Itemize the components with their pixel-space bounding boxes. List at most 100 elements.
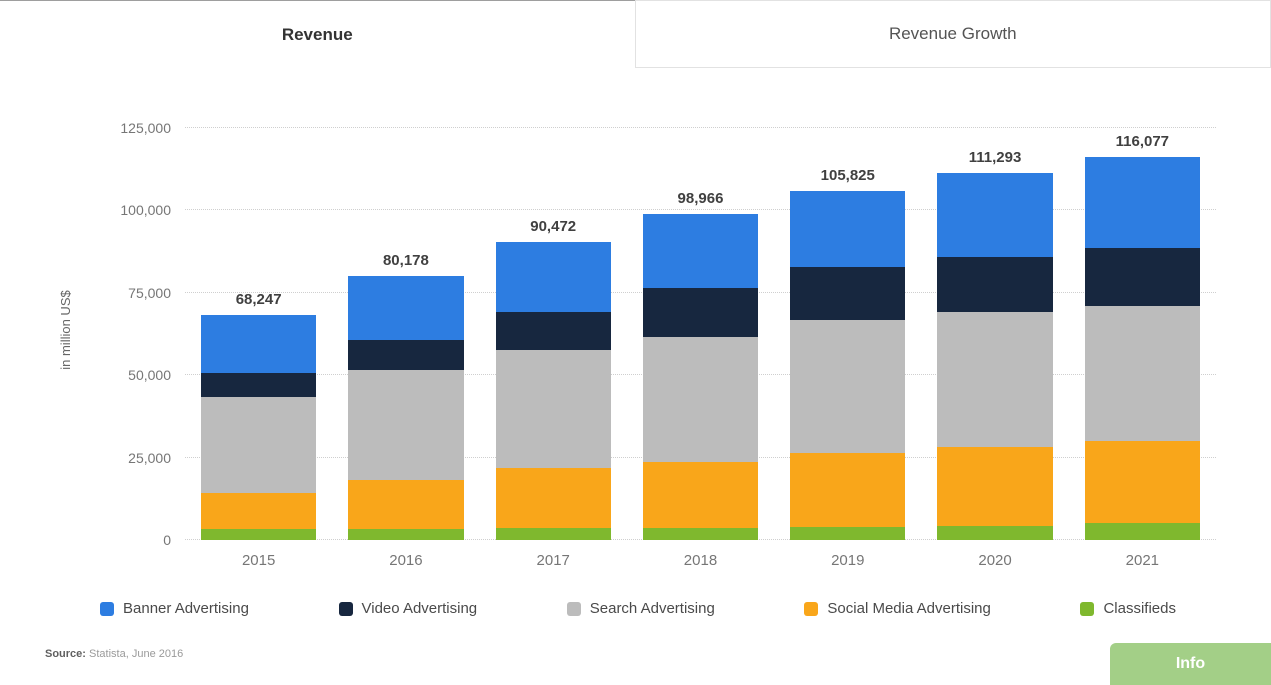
bar-segment-social-media-advertising[interactable] [937, 446, 1053, 526]
info-button[interactable]: Info [1110, 643, 1271, 685]
legend-label: Search Advertising [589, 600, 715, 617]
bar-stack-2020 [937, 128, 1053, 540]
y-tick-label: 125,000 [120, 120, 171, 136]
bar-2016[interactable]: 80,178 [332, 128, 479, 540]
bar-stack-2016 [348, 128, 464, 540]
y-tick-label: 75,000 [128, 284, 171, 301]
bar-segment-social-media-advertising[interactable] [495, 468, 611, 529]
x-tick-label-2019: 2019 [831, 552, 865, 569]
bar-segment-classifieds[interactable] [642, 527, 759, 540]
source-text: Statista, June 2016 [89, 648, 184, 660]
legend-swatch-icon [804, 601, 819, 616]
legend-swatch-icon [338, 601, 353, 616]
tab-revenue[interactable]: Revenue [0, 0, 635, 68]
bar-2020[interactable]: 111,293 [921, 128, 1068, 540]
bar-segment-classifieds[interactable] [348, 528, 464, 540]
bar-segment-video-advertising[interactable] [348, 340, 464, 370]
bar-segment-classifieds[interactable] [201, 529, 317, 540]
bar-segment-banner-advertising[interactable] [348, 275, 464, 341]
bars-container: 68,247 80,178 90,472 98,966 105,825 111,293 11… [185, 128, 1216, 540]
tab-revenue-growth[interactable]: Revenue Growth [634, 0, 1271, 68]
bar-segment-video-advertising[interactable] [201, 372, 317, 398]
x-tick-label-2015: 2015 [241, 552, 276, 569]
legend-label: Banner Advertising [123, 600, 249, 617]
bar-segment-social-media-advertising[interactable] [348, 480, 464, 529]
bar-segment-banner-advertising[interactable] [790, 191, 906, 268]
bar-2018[interactable]: 98,966 [627, 128, 774, 540]
bar-segment-social-media-advertising[interactable] [642, 462, 759, 528]
legend-item-video-advertising[interactable]: Video Advertising [338, 600, 478, 617]
bar-segment-search-advertising[interactable] [201, 397, 317, 494]
bar-segment-search-advertising[interactable] [495, 350, 611, 469]
bar-segment-video-advertising[interactable] [790, 267, 906, 321]
bar-segment-social-media-advertising[interactable] [201, 493, 317, 530]
bar-stack-2017 [495, 128, 611, 540]
x-tick-label-2017: 2017 [536, 552, 570, 569]
bar-segment-classifieds[interactable] [495, 528, 611, 540]
bar-segment-search-advertising[interactable] [348, 369, 464, 481]
bar-stack-2015 [201, 128, 317, 540]
legend-swatch-icon [566, 601, 581, 616]
bar-segment-classifieds[interactable] [790, 527, 906, 540]
bar-segment-video-advertising[interactable] [642, 288, 759, 337]
legend-swatch-icon [1080, 601, 1095, 616]
legend-label: Classifieds [1103, 600, 1176, 617]
bar-total-label: 116,077 [1115, 133, 1170, 151]
gridline-100,000 [185, 209, 1216, 211]
legend-item-banner-advertising[interactable]: Banner Advertising [100, 600, 249, 617]
bar-segment-banner-advertising[interactable] [495, 241, 611, 313]
bar-total-label: 80,178 [382, 251, 429, 269]
plot-area: 68,247 80,178 90,472 98,966 105,825 111,293 11… [120, 120, 1216, 548]
bar-segment-video-advertising[interactable] [937, 256, 1053, 312]
bar-2019[interactable]: 105,825 [774, 128, 921, 540]
x-tick-label-2018: 2018 [683, 552, 718, 569]
bar-stack-2021 [1084, 128, 1200, 540]
bar-2017[interactable]: 90,472 [480, 128, 627, 540]
legend-swatch-icon [100, 601, 114, 616]
bar-segment-banner-advertising[interactable] [201, 315, 317, 373]
legend-item-search-advertising[interactable]: Search Advertising [566, 600, 715, 617]
bar-total-label: 111,293 [968, 149, 1022, 167]
bar-segment-video-advertising[interactable] [1084, 248, 1200, 306]
x-tick-label-2020: 2020 [978, 552, 1012, 569]
tab-bar: Revenue Revenue Growth [0, 0, 1271, 68]
bar-segment-banner-advertising[interactable] [937, 173, 1053, 257]
bar-2015[interactable]: 68,247 [185, 128, 332, 540]
bar-total-label: 98,966 [677, 189, 724, 207]
bar-segment-search-advertising[interactable] [790, 320, 906, 453]
source-label: Source: [45, 648, 86, 660]
x-tick-label-2021: 2021 [1125, 552, 1160, 569]
bar-segment-social-media-advertising[interactable] [1084, 440, 1200, 524]
bar-segment-social-media-advertising[interactable] [790, 452, 906, 528]
bar-segment-classifieds[interactable] [1084, 523, 1200, 540]
bar-segment-search-advertising[interactable] [642, 336, 759, 463]
source-line: Source: Statista, June 2016 [45, 648, 183, 660]
bar-total-label: 90,472 [530, 217, 577, 235]
gridline-125,000 [185, 127, 1216, 128]
bar-segment-banner-advertising[interactable] [1084, 157, 1200, 249]
x-tick-label-2016: 2016 [389, 552, 423, 569]
bar-segment-search-advertising[interactable] [937, 311, 1053, 447]
y-tick-label: 100,000 [120, 202, 171, 219]
bar-total-label: 68,247 [235, 291, 282, 309]
bar-segment-video-advertising[interactable] [495, 312, 611, 351]
y-axis-label: in million US$ [58, 290, 73, 370]
bar-segment-classifieds[interactable] [937, 525, 1053, 540]
bar-total-label: 105,825 [820, 167, 875, 185]
x-axis: 2015 2016 2017 2018 2019 2020 2021 [185, 552, 1216, 569]
legend-label: Video Advertising [361, 600, 478, 617]
legend-label: Social Media Advertising [827, 600, 991, 617]
y-tick-label: 50,000 [128, 367, 171, 384]
bar-stack-2018 [642, 128, 759, 540]
legend-item-social-media-advertising[interactable]: Social Media Advertising [804, 600, 991, 617]
y-tick-label: 25,000 [128, 449, 171, 466]
bar-stack-2019 [790, 128, 906, 540]
bar-segment-search-advertising[interactable] [1084, 305, 1200, 441]
bar-2021[interactable]: 116,077 [1069, 128, 1216, 540]
y-tick-label: 0 [163, 532, 171, 548]
legend-item-classifieds[interactable]: Classifieds [1080, 600, 1176, 617]
legend: Banner Advertising Video Advertising Searc… [100, 600, 1176, 617]
bar-segment-banner-advertising[interactable] [642, 213, 759, 289]
